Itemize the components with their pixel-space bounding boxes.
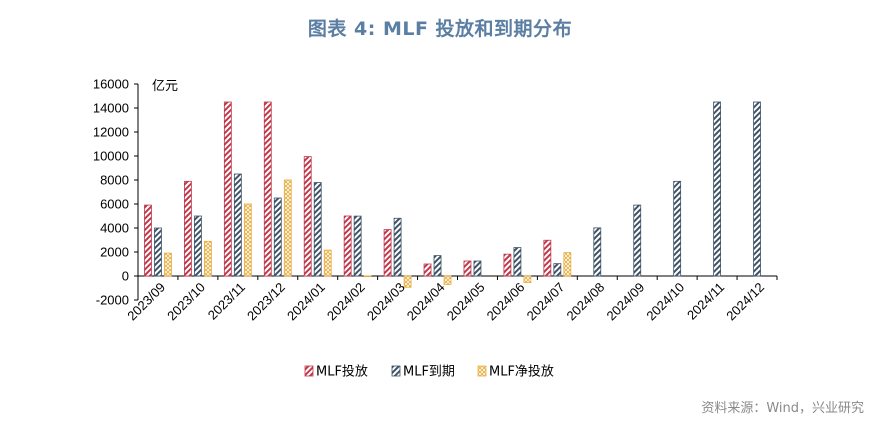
bar-mlf-net-injection <box>283 179 292 277</box>
bar-mlf-injection <box>144 204 152 277</box>
bar-mlf-net-injection <box>363 275 372 278</box>
y-tick-label: 6000 <box>100 197 129 212</box>
x-tick-label: 2024/02 <box>324 280 368 324</box>
y-tick-label: 14000 <box>93 101 129 116</box>
bar-mlf-maturity <box>673 180 682 277</box>
y-tick-label: 12000 <box>93 125 129 140</box>
x-tick-label: 2023/12 <box>244 280 288 324</box>
bar-mlf-injection <box>543 239 552 277</box>
chart-title: 图表 4: MLF 投放和到期分布 <box>307 18 573 40</box>
x-tick-label: 2024/09 <box>603 280 647 324</box>
bar-mlf-injection <box>503 253 512 277</box>
legend-label: MLF投放 <box>316 364 368 380</box>
bar-mlf-net-injection <box>523 275 532 283</box>
x-tick-label: 2024/11 <box>684 280 727 323</box>
bar-mlf-maturity <box>433 255 442 277</box>
bar-mlf-maturity <box>593 227 602 277</box>
y-unit-label: 亿元 <box>152 79 178 94</box>
x-tick-label: 2024/12 <box>723 280 767 324</box>
bar-mlf-injection <box>303 156 312 277</box>
bar-mlf-maturity <box>353 215 362 277</box>
bar-mlf-net-injection <box>204 240 212 277</box>
bar-mlf-maturity <box>753 101 761 277</box>
bar-mlf-net-injection <box>563 252 572 277</box>
x-tick-label: 2023/09 <box>124 280 168 324</box>
y-tick-label: 4000 <box>100 221 129 236</box>
legend-swatch <box>304 365 314 377</box>
bar-mlf-maturity <box>473 260 482 277</box>
y-tick-label: -2000 <box>96 293 129 308</box>
x-tick-label: 2024/06 <box>484 280 528 324</box>
bar-mlf-maturity <box>154 227 162 277</box>
legend-label: MLF到期 <box>403 365 455 380</box>
bar-mlf-injection <box>343 215 352 277</box>
bar-mlf-injection <box>184 180 192 277</box>
bar-mlf-maturity <box>233 173 242 277</box>
bar-mlf-maturity <box>194 215 202 277</box>
bar-mlf-net-injection <box>403 275 412 288</box>
x-tick-label: 2024/05 <box>444 280 488 324</box>
x-tick-label: 2024/10 <box>643 280 687 324</box>
bar-mlf-injection <box>223 101 232 277</box>
legend-swatch <box>391 365 401 377</box>
bar-mlf-maturity <box>553 263 562 277</box>
legend-swatch <box>477 365 487 377</box>
y-tick-label: 2000 <box>100 245 129 260</box>
x-tick-label: 2024/01 <box>284 280 328 324</box>
bar-mlf-maturity <box>633 204 642 277</box>
y-tick-label: 8000 <box>100 173 129 188</box>
y-tick-label: 0 <box>122 269 129 284</box>
bar-mlf-injection <box>463 260 472 277</box>
y-tick-label: 10000 <box>93 149 129 164</box>
legend-label: MLF净投放 <box>489 364 554 380</box>
bar-mlf-maturity <box>513 247 522 277</box>
bar-mlf-injection <box>383 229 392 277</box>
bar-mlf-maturity <box>313 182 322 277</box>
bar-mlf-net-injection <box>164 252 172 277</box>
x-tick-label: 2024/08 <box>564 280 608 324</box>
bar-mlf-injection <box>423 263 432 277</box>
bar-mlf-net-injection <box>443 275 452 285</box>
bar-mlf-maturity <box>393 217 402 277</box>
bar-mlf-injection <box>263 101 272 277</box>
bar-mlf-maturity <box>713 101 721 277</box>
y-tick-label: 16000 <box>93 77 129 92</box>
x-tick-label: 2023/10 <box>164 280 208 324</box>
bar-mlf-net-injection <box>323 249 332 277</box>
x-tick-label: 2024/03 <box>364 280 408 324</box>
source-note: 资料来源：Wind，兴业研究 <box>701 401 864 416</box>
bar-mlf-net-injection <box>243 203 252 277</box>
x-tick-label: 2023/11 <box>205 280 248 323</box>
x-tick-label: 2024/07 <box>524 280 568 324</box>
bar-mlf-maturity <box>273 197 282 277</box>
